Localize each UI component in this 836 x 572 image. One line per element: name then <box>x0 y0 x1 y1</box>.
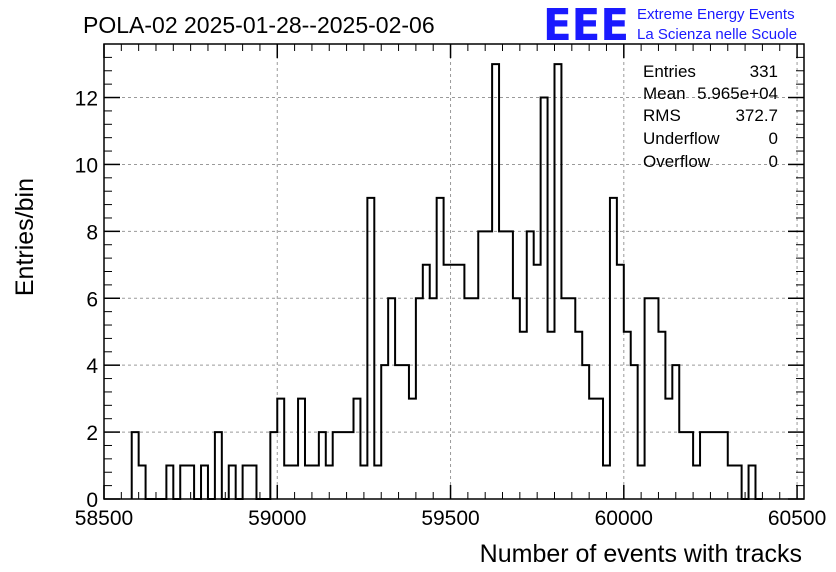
stats-underflow-value: 0 <box>769 129 778 148</box>
grid-lines <box>104 44 804 499</box>
y-tick-label: 10 <box>75 154 98 177</box>
stats-box: Entries 331 Mean 5.965e+04 RMS 372.7 Und… <box>643 62 778 171</box>
stats-rms-value: 372.7 <box>735 106 778 125</box>
x-axis-title: Number of events with tracks <box>480 540 802 568</box>
x-tick-label: 59500 <box>421 507 479 530</box>
stats-underflow-label: Underflow <box>643 129 720 148</box>
stats-rms-label: RMS <box>643 106 681 125</box>
x-tick-label: 59000 <box>248 507 306 530</box>
axis-ticks <box>103 44 804 500</box>
x-tick-labels: 58500 59000 59500 60000 60500 <box>75 507 826 530</box>
stats-overflow-value: 0 <box>769 152 778 171</box>
x-tick-label: 60500 <box>768 507 826 530</box>
y-tick-label: 4 <box>86 355 98 378</box>
stats-entries-label: Entries <box>643 62 696 81</box>
y-tick-label: 0 <box>86 489 98 512</box>
plot-frame <box>103 43 805 500</box>
x-tick-label: 58500 <box>75 507 133 530</box>
x-tick-label: 60000 <box>595 507 653 530</box>
eee-logo: EEE Extreme Energy Events La Scienza nel… <box>543 0 797 51</box>
y-tick-labels: 0 2 4 6 8 10 12 <box>75 88 99 512</box>
logo-mark: EEE <box>543 0 629 51</box>
stats-mean-value: 5.965e+04 <box>697 84 778 103</box>
y-tick-label: 12 <box>75 88 98 111</box>
stats-overflow-label: Overflow <box>643 152 711 171</box>
logo-line-1: Extreme Energy Events <box>637 6 795 23</box>
y-tick-label: 6 <box>86 288 98 311</box>
stats-entries-value: 331 <box>750 62 778 81</box>
histogram-outline <box>130 63 763 500</box>
y-tick-label: 8 <box>86 221 98 244</box>
logo-line-2: La Scienza nelle Scuole <box>637 26 797 43</box>
chart-title: POLA-02 2025-01-28--2025-02-06 <box>83 12 435 38</box>
y-tick-label: 2 <box>86 422 98 445</box>
stats-mean-label: Mean <box>643 84 686 103</box>
y-axis-title: Entries/bin <box>11 178 39 296</box>
